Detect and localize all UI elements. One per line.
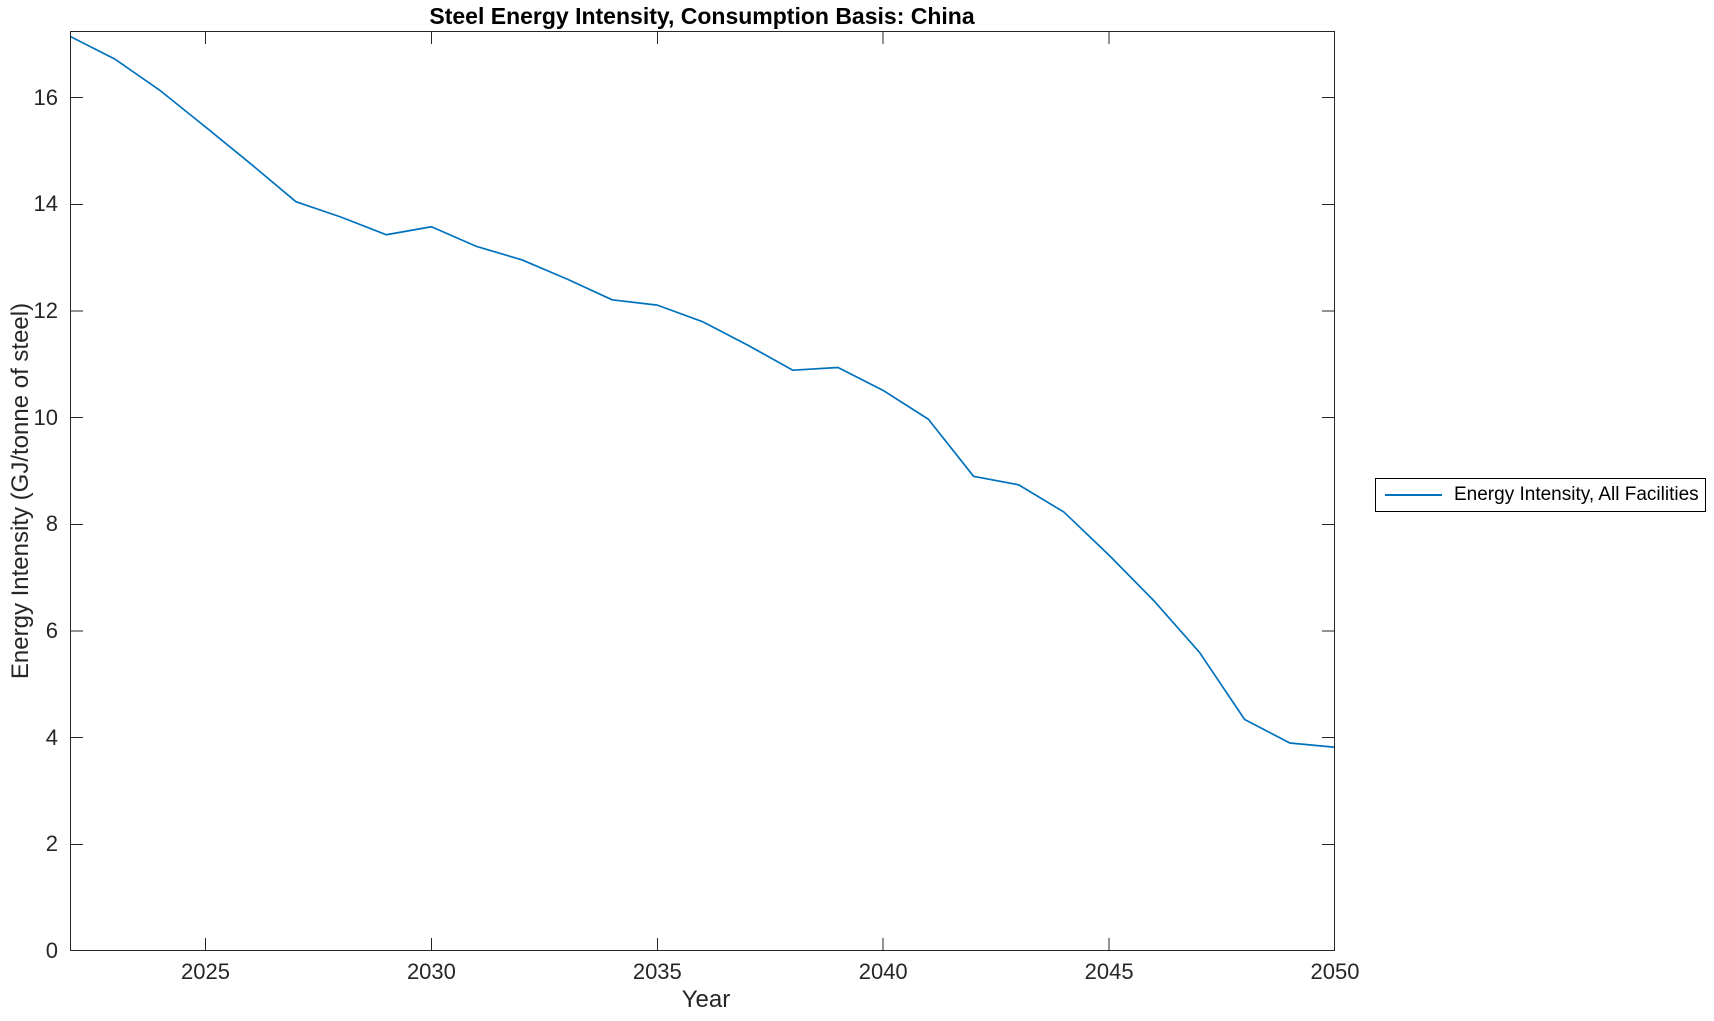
energy-intensity-line: [70, 35, 1335, 749]
x-tick-label: 2050: [1310, 959, 1360, 984]
plot-svg: [70, 31, 1335, 951]
y-tick-label: 2: [45, 831, 58, 857]
y-tick-label: 4: [45, 724, 58, 750]
legend: Energy Intensity, All Facilities: [1375, 478, 1706, 512]
axis-box: [70, 31, 1335, 951]
y-tick-label: 0: [45, 938, 58, 963]
y-tick-label: 10: [33, 404, 58, 430]
y-tick-label: 8: [45, 511, 58, 537]
x-tick-label: 2040: [858, 959, 908, 984]
y-tick-label: 12: [33, 298, 58, 323]
x-tick-label: 2025: [181, 959, 230, 984]
x-tick-label: 2045: [1084, 959, 1134, 984]
plot-area: [70, 31, 1335, 951]
y-tick-label: 16: [33, 84, 58, 110]
x-axis-label: Year: [681, 986, 731, 1013]
y-axis-label: Energy Intensity (GJ/tonne of steel): [7, 302, 34, 680]
y-tick-label: 14: [33, 191, 58, 217]
x-tick-label: 2035: [632, 959, 682, 984]
legend-entry-label: Energy Intensity, All Facilities: [1454, 484, 1699, 505]
x-tick-label: 2030: [406, 959, 456, 984]
y-tick-label: 6: [45, 618, 58, 643]
axis-ticks: [70, 31, 1335, 951]
chart-title: Steel Energy Intensity, Consumption Basi…: [429, 3, 975, 29]
legend-line-swatch-icon: [1385, 494, 1442, 496]
